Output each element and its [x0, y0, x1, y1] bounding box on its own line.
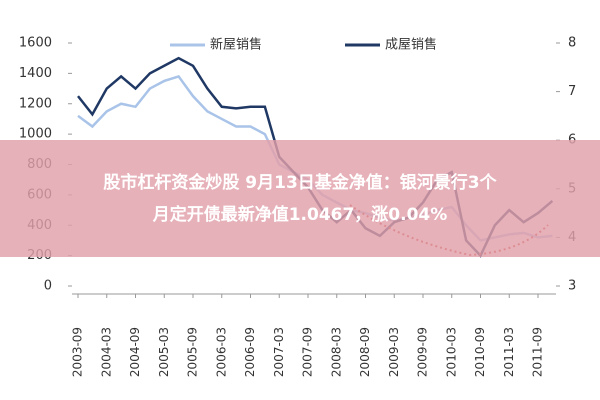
x-tick-label: 2008-09 — [358, 327, 372, 377]
banner-line: 股市杠杆资金炒股 9月13日基金净值：银河景行3个 — [103, 172, 497, 193]
x-tick-label: 2004-09 — [128, 327, 142, 377]
y-tick-label: 0 — [44, 279, 52, 294]
banner-line: 月定开债最新净值1.0467，涨0.04% — [152, 204, 448, 225]
y-tick-label: 1400 — [19, 66, 52, 81]
x-tick-label: 2007-09 — [301, 327, 315, 377]
x-tick-label: 2009-03 — [387, 327, 401, 377]
x-tick-label: 2007-03 — [272, 327, 286, 377]
y-tick-label: 1600 — [19, 36, 52, 51]
y2-tick-label: 7 — [568, 84, 576, 99]
y2-tick-label: 8 — [568, 36, 576, 51]
y2-tick-label: 3 — [568, 279, 576, 294]
legend-label: 新屋销售 — [210, 37, 262, 53]
x-tick-label: 2005-09 — [186, 327, 200, 377]
x-tick-label: 2009-09 — [416, 327, 430, 377]
y-tick-label: 1000 — [19, 127, 52, 142]
x-tick-label: 2008-03 — [329, 327, 343, 377]
x-tick-label: 2003-09 — [71, 327, 85, 377]
x-tick-label: 2010-03 — [444, 327, 458, 377]
x-tick-label: 2004-03 — [99, 327, 113, 377]
x-tick-label: 2006-09 — [243, 327, 257, 377]
banner: 股市杠杆资金炒股 9月13日基金净值：银河景行3个 月定开债最新净值1.0467… — [0, 140, 600, 257]
x-tick-label: 2011-03 — [502, 327, 516, 377]
x-tick-label: 2010-09 — [473, 327, 487, 377]
x-tick-label: 2006-03 — [214, 327, 228, 377]
legend-label: 成屋销售 — [385, 37, 437, 53]
y-tick-label: 1200 — [19, 96, 52, 111]
x-tick-label: 2011-09 — [531, 327, 545, 377]
x-tick-label: 2005-03 — [157, 327, 171, 377]
